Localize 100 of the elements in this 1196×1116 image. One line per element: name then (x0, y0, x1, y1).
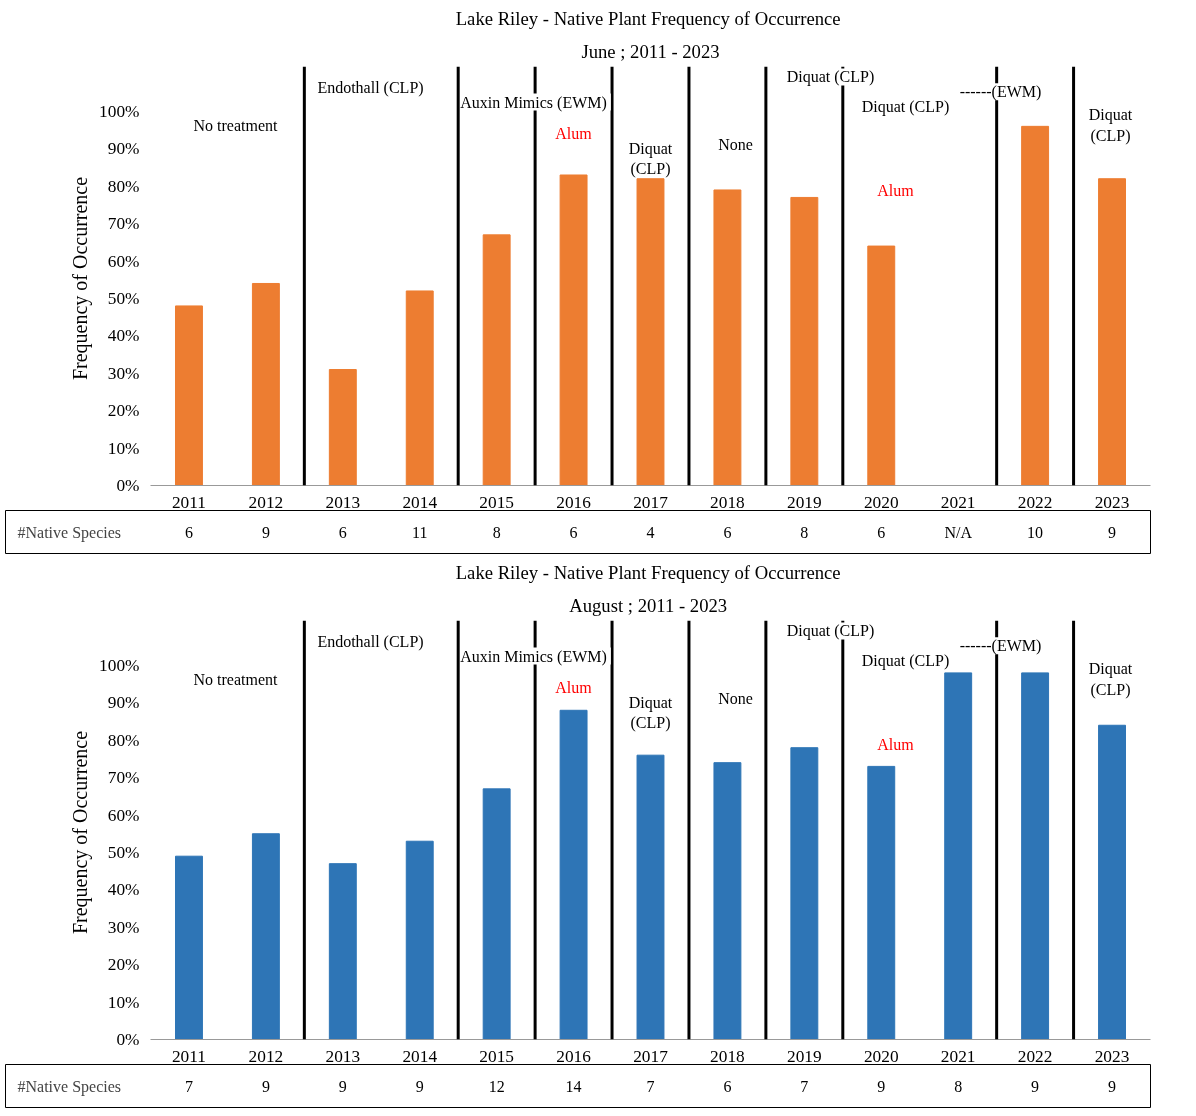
text: 9 (338, 1078, 347, 1095)
bar (713, 762, 742, 1040)
annotation: Endothall (CLP) (317, 632, 424, 651)
bar (790, 747, 819, 1040)
text: 8 (800, 524, 809, 541)
x-tick-label: 2017 (633, 1046, 669, 1066)
annotation: Diquat (CLP) (1088, 660, 1133, 699)
annotation: Diquat (CLP) (861, 97, 950, 116)
x-tick-label: 2016 (556, 492, 592, 512)
text: 6 (338, 524, 347, 541)
x-tick-label: 2023 (1094, 492, 1130, 512)
x-tick-label: 2013 (325, 1046, 361, 1066)
text: 6 (184, 524, 193, 541)
text: 7 (646, 1078, 655, 1095)
text: 10 (1027, 524, 1044, 541)
y-tick-label: 100% (99, 655, 140, 675)
chart-subtitle: August ; 2011 - 2023 (569, 594, 728, 616)
x-tick-label: 2014 (402, 492, 438, 512)
x-tick-label: 2013 (325, 492, 361, 512)
annotation: Alum (555, 125, 593, 143)
bar (1021, 125, 1050, 486)
bar (328, 863, 357, 1040)
bar (482, 234, 511, 486)
annotation: Alum (877, 735, 915, 753)
text: N/A (944, 524, 973, 541)
x-tick-label: 2020 (863, 1046, 899, 1066)
annotation: Diquat (CLP) (786, 68, 875, 87)
text: 6 (877, 524, 886, 541)
annotation: Diquat (CLP) (861, 651, 950, 670)
annotation: No treatment (193, 116, 279, 134)
annotation: None (718, 135, 753, 153)
text: 4 (646, 524, 655, 541)
text: 8 (954, 1078, 963, 1095)
annotation: ------(EWM) (959, 637, 1042, 656)
y-tick-label: 80% (107, 176, 140, 196)
text: 9 (877, 1078, 886, 1095)
x-tick-label: 2018 (710, 1046, 745, 1066)
text: 9 (1031, 1078, 1040, 1095)
y-tick-label: 50% (107, 288, 140, 308)
bar (636, 178, 665, 486)
text: 7 (184, 1078, 193, 1095)
annotation: None (718, 689, 753, 707)
x-tick-label: 2016 (556, 1046, 592, 1066)
annotation: Endothall (CLP) (317, 78, 424, 97)
y-axis-title: Frequency of Occurrence (69, 176, 93, 381)
text: 9 (261, 524, 270, 541)
bar (1098, 724, 1126, 1040)
annotation: Diquat (CLP) (786, 622, 875, 641)
chart-title: Lake Riley - Native Plant Frequency of Occurrence (455, 7, 841, 29)
x-tick-label: 2011 (171, 1046, 206, 1066)
text: 12 (488, 1078, 505, 1095)
text: #Native Species (17, 1078, 122, 1096)
bar (175, 305, 203, 486)
text: 7 (800, 1078, 809, 1095)
bar (559, 174, 588, 486)
y-tick-label: 60% (107, 251, 140, 271)
annotation: Auxin Mimics (EWM) (460, 93, 607, 112)
y-axis-title: Frequency of Occurrence (69, 730, 93, 935)
x-tick-label: 2021 (940, 492, 976, 512)
bar (867, 245, 896, 486)
y-tick-label: 80% (107, 730, 140, 750)
y-tick-label: 90% (107, 693, 140, 713)
x-tick-label: 2017 (633, 492, 669, 512)
text: 9 (1108, 524, 1117, 541)
text: 6 (569, 524, 578, 541)
y-tick-label: 30% (107, 917, 140, 937)
bar (175, 855, 203, 1040)
y-tick-label: 10% (107, 438, 140, 458)
text: 9 (415, 1078, 424, 1095)
chart-subtitle: June ; 2011 - 2023 (581, 40, 720, 62)
y-tick-label: 30% (107, 363, 140, 383)
annotation: Diquat (CLP) (628, 139, 673, 179)
bar (328, 369, 357, 486)
bar (1021, 672, 1050, 1040)
y-tick-label: 60% (107, 805, 140, 825)
x-tick-label: 2020 (863, 492, 899, 512)
x-tick-label: 2012 (248, 1046, 284, 1066)
text: 8 (492, 524, 501, 541)
bar (636, 754, 665, 1040)
bar (867, 765, 896, 1040)
bar (405, 290, 434, 486)
y-tick-label: 40% (107, 880, 140, 900)
bar (1098, 178, 1126, 486)
y-tick-label: 70% (107, 214, 140, 234)
text: 6 (723, 524, 732, 541)
y-tick-label: 90% (107, 139, 140, 159)
y-tick-label: 0% (116, 476, 140, 495)
x-tick-label: 2011 (171, 492, 206, 512)
annotation: Alum (877, 181, 915, 199)
annotation: Alum (555, 679, 593, 697)
y-tick-label: 20% (107, 955, 140, 975)
annotation: Diquat (CLP) (1088, 106, 1133, 145)
x-tick-label: 2015 (479, 492, 514, 512)
y-tick-label: 10% (107, 992, 140, 1012)
text: 9 (261, 1078, 270, 1095)
annotation: Diquat (CLP) (628, 693, 673, 733)
x-tick-label: 2022 (1017, 492, 1053, 512)
bar (713, 189, 742, 486)
text: 6 (723, 1078, 732, 1095)
bar (251, 833, 280, 1040)
